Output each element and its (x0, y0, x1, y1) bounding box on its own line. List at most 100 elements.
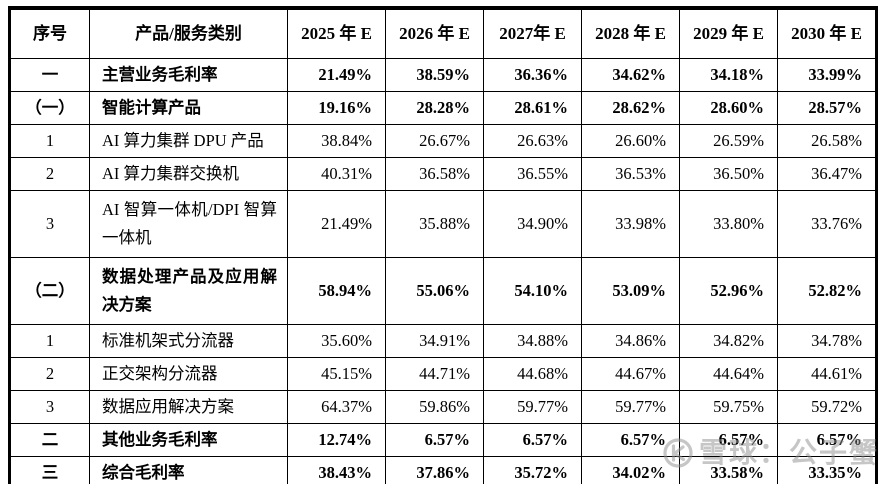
gross-margin-table: 序号 产品/服务类别 2025 年 E 2026 年 E 2027年 E 2028 年 E… (8, 6, 878, 484)
cell-value: 33.98% (581, 190, 680, 258)
cell-value: 26.58% (777, 124, 877, 158)
cell-value: 34.78% (777, 324, 877, 358)
cell-value: 34.91% (385, 324, 484, 358)
cell-value: 19.16% (287, 91, 386, 125)
table-row: （二） 数据处理产品及应用解决方案 58.94% 55.06% 54.10% 53.09%… (9, 257, 877, 325)
cell-value: 36.55% (483, 157, 582, 191)
cell-value: 33.80% (679, 190, 778, 258)
cell-value: 6.57% (581, 423, 680, 457)
cell-value: 45.15% (287, 357, 386, 391)
cell-value: 44.67% (581, 357, 680, 391)
row-seq: 一 (9, 58, 90, 92)
cell-value: 59.86% (385, 390, 484, 424)
table-row: 三综合毛利率 38.43% 37.86% 35.72% 34.02% 33.58% 33.3… (9, 456, 877, 484)
cell-value: 38.43% (287, 456, 386, 484)
row-category: AI 算力集群交换机 (89, 157, 288, 191)
cell-value: 59.77% (581, 390, 680, 424)
table-row: 一主营业务毛利率 21.49% 38.59% 36.36% 34.62% 34.18% 33… (9, 58, 877, 92)
table-row: （一） 智能计算产品 19.16% 28.28% 28.61% 28.62% 28.60% 2… (9, 91, 877, 125)
cell-value: 28.60% (679, 91, 778, 125)
cell-value: 26.59% (679, 124, 778, 158)
row-category: AI 算力集群 DPU 产品 (89, 124, 288, 158)
cell-value: 35.72% (483, 456, 582, 484)
cell-value: 34.90% (483, 190, 582, 258)
cell-value: 44.71% (385, 357, 484, 391)
table-row: 3 数据应用解决方案 64.37% 59.86% 59.77% 59.77% 59.75% 5… (9, 390, 877, 424)
cell-value: 33.99% (777, 58, 877, 92)
row-seq: 三 (9, 456, 90, 484)
gross-margin-table-container: 序号 产品/服务类别 2025 年 E 2026 年 E 2027年 E 2028 年 E… (8, 6, 878, 484)
cell-value: 28.62% (581, 91, 680, 125)
cell-value: 59.75% (679, 390, 778, 424)
column-header: 2027年 E (483, 7, 582, 59)
cell-value: 54.10% (483, 257, 582, 325)
table-row: 2 AI 算力集群交换机 40.31% 36.58% 36.55% 36.53% 36.50… (9, 157, 877, 191)
cell-value: 58.94% (287, 257, 386, 325)
cell-value: 33.76% (777, 190, 877, 258)
cell-value: 21.49% (287, 190, 386, 258)
cell-value: 38.59% (385, 58, 484, 92)
cell-value: 34.62% (581, 58, 680, 92)
cell-value: 28.57% (777, 91, 877, 125)
column-header: 产品/服务类别 (89, 7, 288, 59)
row-category: 其他业务毛利率 (89, 423, 288, 457)
table-row: 1 标准机架式分流器 35.60% 34.91% 34.88% 34.86% 34.82% 3… (9, 324, 877, 358)
cell-value: 12.74% (287, 423, 386, 457)
row-category: 正交架构分流器 (89, 357, 288, 391)
row-seq: 3 (9, 190, 90, 258)
cell-value: 34.86% (581, 324, 680, 358)
cell-value: 33.35% (777, 456, 877, 484)
row-seq: 2 (9, 357, 90, 391)
row-category: 数据处理产品及应用解决方案 (89, 257, 288, 325)
table-row: 二其他业务毛利率 12.74% 6.57% 6.57% 6.57% 6.57% 6.57% (9, 423, 877, 457)
row-seq: 2 (9, 157, 90, 191)
cell-value: 26.60% (581, 124, 680, 158)
table-row: 2 正交架构分流器 45.15% 44.71% 44.68% 44.67% 44.64% 44… (9, 357, 877, 391)
cell-value: 44.68% (483, 357, 582, 391)
row-seq: （二） (9, 257, 90, 325)
cell-value: 36.36% (483, 58, 582, 92)
row-category: 智能计算产品 (89, 91, 288, 125)
column-header: 2028 年 E (581, 7, 680, 59)
cell-value: 44.61% (777, 357, 877, 391)
row-category: 综合毛利率 (89, 456, 288, 484)
cell-value: 37.86% (385, 456, 484, 484)
cell-value: 28.61% (483, 91, 582, 125)
cell-value: 6.57% (679, 423, 778, 457)
cell-value: 40.31% (287, 157, 386, 191)
row-seq: 二 (9, 423, 90, 457)
cell-value: 36.58% (385, 157, 484, 191)
cell-value: 52.82% (777, 257, 877, 325)
column-header: 2029 年 E (679, 7, 778, 59)
row-seq: （一） (9, 91, 90, 125)
cell-value: 52.96% (679, 257, 778, 325)
cell-value: 53.09% (581, 257, 680, 325)
cell-value: 33.58% (679, 456, 778, 484)
row-category: 主营业务毛利率 (89, 58, 288, 92)
cell-value: 64.37% (287, 390, 386, 424)
cell-value: 6.57% (483, 423, 582, 457)
cell-value: 59.72% (777, 390, 877, 424)
row-category: 数据应用解决方案 (89, 390, 288, 424)
cell-value: 21.49% (287, 58, 386, 92)
cell-value: 38.84% (287, 124, 386, 158)
cell-value: 34.82% (679, 324, 778, 358)
cell-value: 26.63% (483, 124, 582, 158)
column-header: 序号 (9, 7, 90, 59)
cell-value: 6.57% (777, 423, 877, 457)
cell-value: 44.64% (679, 357, 778, 391)
cell-value: 36.47% (777, 157, 877, 191)
row-seq: 1 (9, 124, 90, 158)
cell-value: 59.77% (483, 390, 582, 424)
cell-value: 36.53% (581, 157, 680, 191)
table-row: 1 AI 算力集群 DPU 产品 38.84% 26.67% 26.63% 26.60% 2… (9, 124, 877, 158)
cell-value: 34.02% (581, 456, 680, 484)
row-category: AI 智算一体机/DPI 智算一体机 (89, 190, 288, 258)
cell-value: 34.18% (679, 58, 778, 92)
table-body: 一主营业务毛利率 21.49% 38.59% 36.36% 34.62% 34.18% 33… (9, 58, 877, 484)
table-row: 3 AI 智算一体机/DPI 智算一体机 21.49% 35.88% 34.90% 33.… (9, 190, 877, 258)
cell-value: 26.67% (385, 124, 484, 158)
cell-value: 34.88% (483, 324, 582, 358)
row-seq: 1 (9, 324, 90, 358)
cell-value: 28.28% (385, 91, 484, 125)
